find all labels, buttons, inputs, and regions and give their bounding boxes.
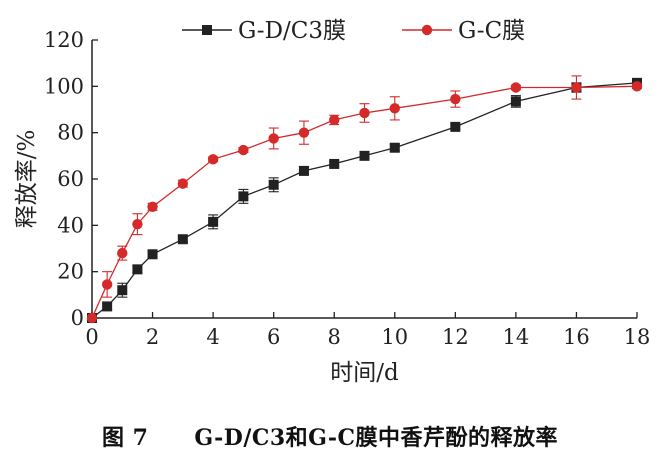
x-tick-label: 4 bbox=[206, 325, 219, 349]
data-point bbox=[298, 165, 309, 176]
y-tick-label: 80 bbox=[57, 121, 84, 145]
data-point bbox=[117, 247, 128, 259]
axes: 0 2 4 6 8 10 12 14 16 18 0 20 40 60 80 100 120 时间/d 释放率/% bbox=[14, 28, 650, 386]
data-point bbox=[238, 144, 249, 156]
data-point bbox=[298, 127, 310, 138]
data-point bbox=[389, 103, 400, 114]
y-tick-label: 100 bbox=[44, 74, 84, 98]
data-point bbox=[389, 142, 400, 153]
legend-marker bbox=[421, 24, 433, 36]
series-layer bbox=[86, 75, 643, 324]
x-tick-label: 16 bbox=[563, 325, 590, 349]
data-point bbox=[450, 93, 461, 105]
data-point bbox=[177, 234, 188, 245]
data-point bbox=[147, 249, 158, 260]
legend-marker bbox=[202, 25, 212, 35]
figure-caption-text: G-D/C3和G-C膜中香芹酚的释放率 bbox=[194, 425, 559, 451]
y-tick-label: 120 bbox=[44, 28, 84, 52]
data-point bbox=[329, 158, 340, 169]
x-tick-label: 12 bbox=[442, 325, 469, 349]
y-tick-label: 0 bbox=[71, 306, 84, 330]
x-tick-label: 10 bbox=[381, 325, 408, 349]
x-tick-label: 6 bbox=[267, 325, 280, 349]
series-2 bbox=[86, 75, 643, 324]
data-point bbox=[177, 178, 189, 189]
data-point bbox=[132, 264, 143, 275]
data-point bbox=[359, 107, 370, 119]
data-point bbox=[571, 82, 582, 93]
legend-label: G-C膜 bbox=[458, 18, 525, 44]
x-tick-label: 0 bbox=[85, 325, 98, 349]
data-point bbox=[450, 121, 461, 132]
figure-caption: 图 7 G-D/C3和G-C膜中香芹酚的释放率 bbox=[0, 420, 660, 452]
chart: 0 2 4 6 8 10 12 14 16 18020406080100120时间/d释放率/% … bbox=[14, 18, 650, 386]
x-tick-label: 8 bbox=[328, 325, 341, 349]
data-point bbox=[631, 81, 643, 92]
x-tick-label: 14 bbox=[503, 325, 530, 349]
data-point bbox=[207, 154, 219, 165]
data-point bbox=[510, 96, 521, 107]
y-tick-label: 40 bbox=[57, 213, 84, 237]
x-tick-label: 18 bbox=[624, 325, 651, 349]
legend-label: G-D/C3膜 bbox=[238, 18, 346, 44]
data-point bbox=[132, 218, 143, 230]
y-tick-label: 20 bbox=[57, 260, 84, 284]
figure-number: 图 7 bbox=[101, 425, 149, 451]
data-point bbox=[329, 114, 340, 126]
y-axis-label: 释放率/% bbox=[14, 130, 40, 229]
data-point bbox=[238, 191, 249, 202]
x-tick-label: 2 bbox=[146, 325, 159, 349]
x-axis-label: 时间/d bbox=[330, 360, 399, 386]
data-point bbox=[102, 301, 113, 312]
y-tick-label: 60 bbox=[57, 167, 84, 191]
data-point bbox=[101, 279, 113, 290]
data-point bbox=[117, 285, 128, 296]
data-point bbox=[359, 150, 370, 161]
data-point bbox=[86, 312, 98, 324]
data-point bbox=[268, 179, 279, 190]
data-point bbox=[147, 201, 158, 212]
data-point bbox=[268, 133, 279, 144]
data-point bbox=[208, 216, 219, 227]
legend: G-D/C3膜 G-C膜 bbox=[182, 18, 525, 44]
data-point bbox=[510, 82, 522, 93]
